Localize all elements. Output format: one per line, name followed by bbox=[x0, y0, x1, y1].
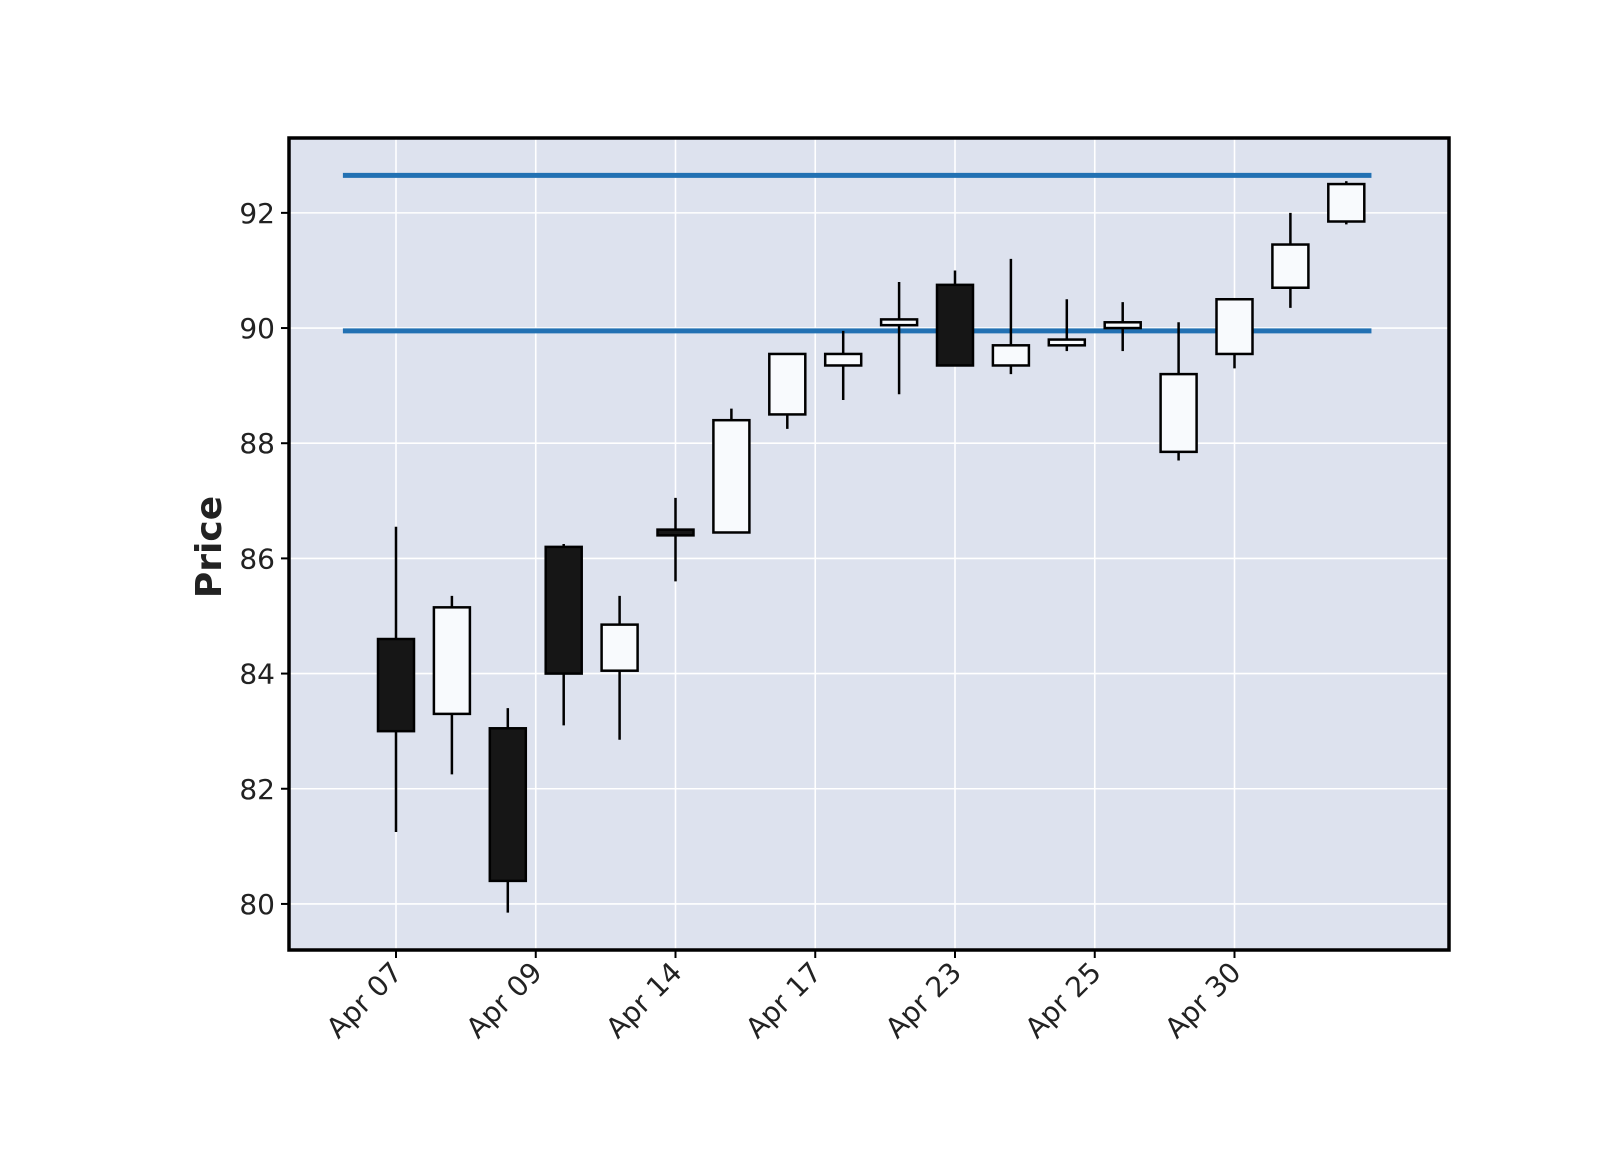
candle-body-up bbox=[879, 318, 919, 327]
candle bbox=[1159, 322, 1198, 461]
candle-body-up bbox=[712, 418, 751, 534]
candle bbox=[823, 330, 863, 401]
candle bbox=[1271, 212, 1310, 308]
candle-body-up bbox=[1047, 338, 1087, 347]
y-tick-label: 84 bbox=[239, 658, 275, 691]
candle bbox=[1215, 297, 1254, 369]
y-tick-label: 82 bbox=[239, 773, 275, 806]
plot-background bbox=[289, 138, 1449, 950]
candle bbox=[991, 258, 1031, 375]
y-tick-label: 80 bbox=[239, 888, 275, 921]
candles bbox=[376, 181, 1366, 913]
candle-body-up bbox=[991, 344, 1031, 367]
candle-body-up bbox=[1103, 321, 1142, 330]
candle bbox=[712, 408, 751, 534]
candle bbox=[600, 595, 639, 740]
x-tick-label: Apr 14 bbox=[599, 956, 688, 1045]
candle bbox=[1103, 302, 1142, 352]
candle bbox=[879, 281, 919, 395]
candle-body-down bbox=[935, 283, 975, 367]
candle-body-down bbox=[656, 528, 695, 537]
candle-body-up bbox=[1327, 182, 1366, 223]
y-tick-label: 92 bbox=[239, 197, 275, 230]
y-tick-label: 88 bbox=[239, 427, 275, 460]
y-tick-label: 86 bbox=[239, 542, 275, 575]
y-ticks: 80 82 84 86 88 90 92 bbox=[239, 197, 289, 921]
x-tick-label: Apr 17 bbox=[739, 956, 828, 1045]
plot-frame bbox=[287, 136, 1451, 952]
candle bbox=[656, 497, 695, 582]
candle-body-up bbox=[1215, 297, 1254, 356]
candle bbox=[544, 544, 583, 726]
x-tick-label: Apr 30 bbox=[1158, 956, 1247, 1045]
candle bbox=[768, 352, 807, 429]
candle-body-up bbox=[768, 352, 807, 416]
candle-body-up bbox=[432, 606, 472, 716]
candle bbox=[1047, 299, 1087, 352]
candle bbox=[1327, 181, 1366, 225]
candle-body-down bbox=[376, 637, 416, 733]
horizontal-lines bbox=[342, 172, 1372, 334]
x-ticks: Apr 07 Apr 09 Apr 14 Apr 17 Apr 23 Apr 25 Apr … bbox=[320, 950, 1247, 1045]
candle-body-down bbox=[544, 545, 583, 675]
x-tick-label: Apr 25 bbox=[1019, 956, 1108, 1045]
candle-body-up bbox=[600, 623, 639, 672]
x-tick-label: Apr 07 bbox=[320, 956, 409, 1045]
candle bbox=[432, 595, 472, 775]
candle bbox=[935, 270, 975, 367]
candle-body-up bbox=[1159, 372, 1198, 454]
candle-body-up bbox=[823, 352, 863, 367]
candle-body-up bbox=[1271, 243, 1310, 289]
candle bbox=[376, 526, 416, 832]
y-tick-label: 90 bbox=[239, 312, 275, 345]
candle-body-down bbox=[488, 727, 528, 883]
y-axis-title: Price bbox=[189, 496, 230, 598]
x-tick-label: Apr 23 bbox=[879, 956, 968, 1045]
x-tick-label: Apr 09 bbox=[460, 956, 549, 1045]
candle bbox=[488, 708, 528, 913]
